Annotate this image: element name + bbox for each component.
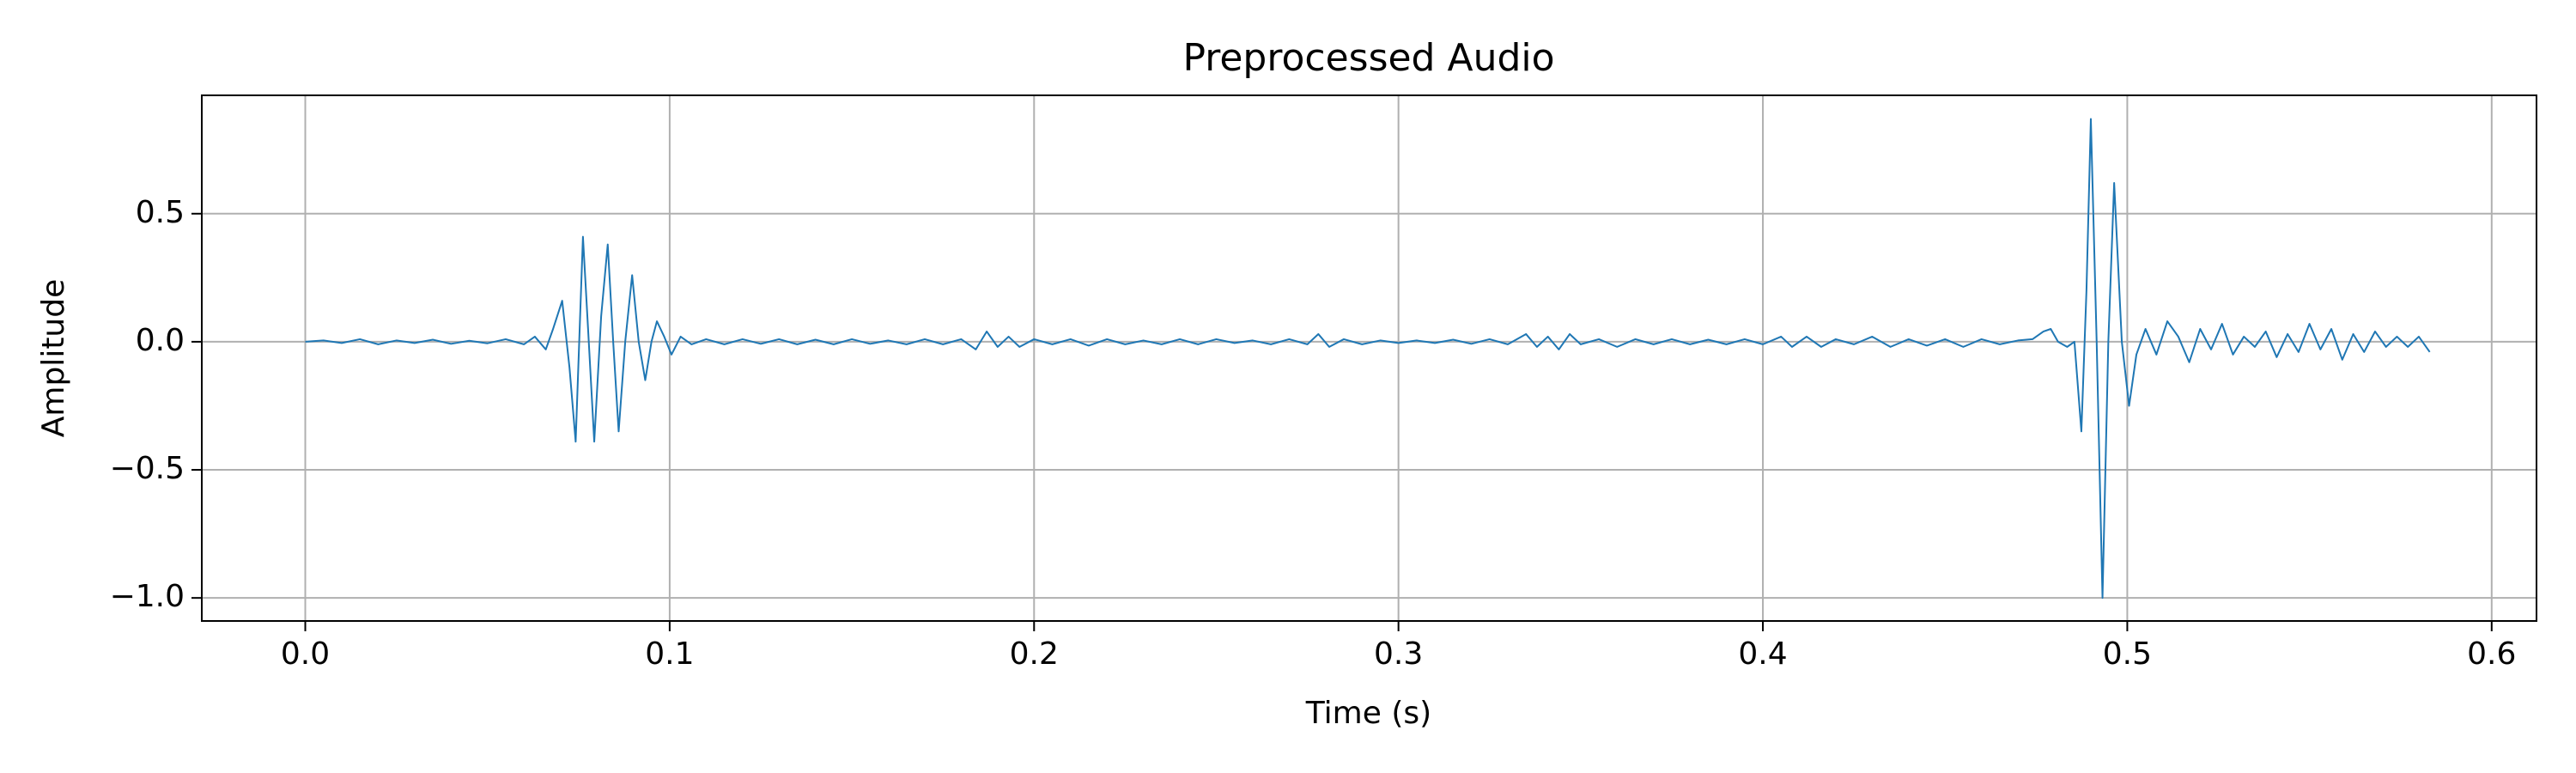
x-tick-label: 0.2 — [1010, 636, 1059, 672]
x-tick-label: 0.1 — [645, 636, 694, 672]
plot-frame — [201, 94, 2537, 622]
waveform — [305, 118, 2431, 600]
chart-title: Preprocessed Audio — [1182, 36, 1554, 80]
x-axis-label: Time (s) — [1305, 696, 1431, 731]
y-tick-label: 0.5 — [136, 195, 185, 230]
y-axis-label: Amplitude — [36, 279, 71, 437]
x-tick-label: 0.5 — [2103, 636, 2152, 672]
y-tick-label: 0.0 — [136, 323, 185, 358]
y-tick-label: −1.0 — [110, 579, 185, 614]
x-tick-label: 0.0 — [281, 636, 330, 672]
y-tick-label: −0.5 — [110, 451, 185, 486]
x-tick-label: 0.3 — [1374, 636, 1423, 672]
x-tick-label: 0.6 — [2467, 636, 2516, 672]
x-tick-label: 0.4 — [1738, 636, 1787, 672]
